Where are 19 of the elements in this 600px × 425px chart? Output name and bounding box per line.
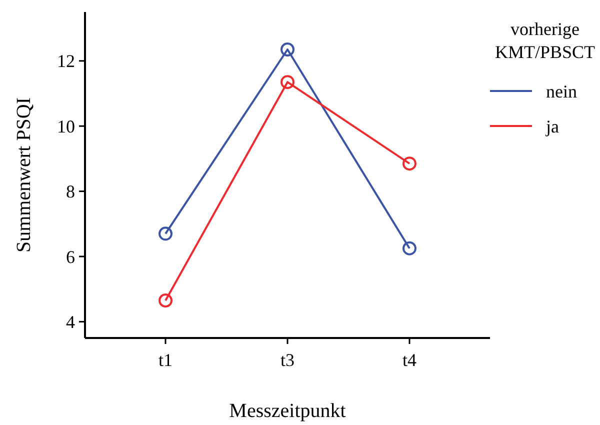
point — [158, 226, 173, 241]
point — [402, 241, 416, 256]
legend-title: vorherige KMT/PBSCT — [494, 19, 596, 62]
x-tick-label: t3 — [280, 350, 295, 370]
x-tick-label: t1 — [158, 350, 173, 370]
y-tick-label: 4 — [66, 312, 75, 332]
point — [158, 294, 173, 308]
x-axis-title: Messzeitpunkt — [229, 400, 346, 422]
legend-label: nein — [546, 81, 577, 102]
point — [280, 42, 294, 56]
y-tick-label: 6 — [66, 246, 75, 267]
y-tick-label: 10 — [57, 116, 75, 136]
point — [402, 156, 416, 171]
y-tick-label: 12 — [57, 51, 75, 72]
y-tick-label: 8 — [66, 182, 75, 202]
x-tick-label: t4 — [402, 350, 416, 370]
legend-label: ja — [545, 116, 559, 136]
point — [280, 75, 294, 90]
y-axis-title: Summenwert PSQI — [13, 98, 35, 252]
